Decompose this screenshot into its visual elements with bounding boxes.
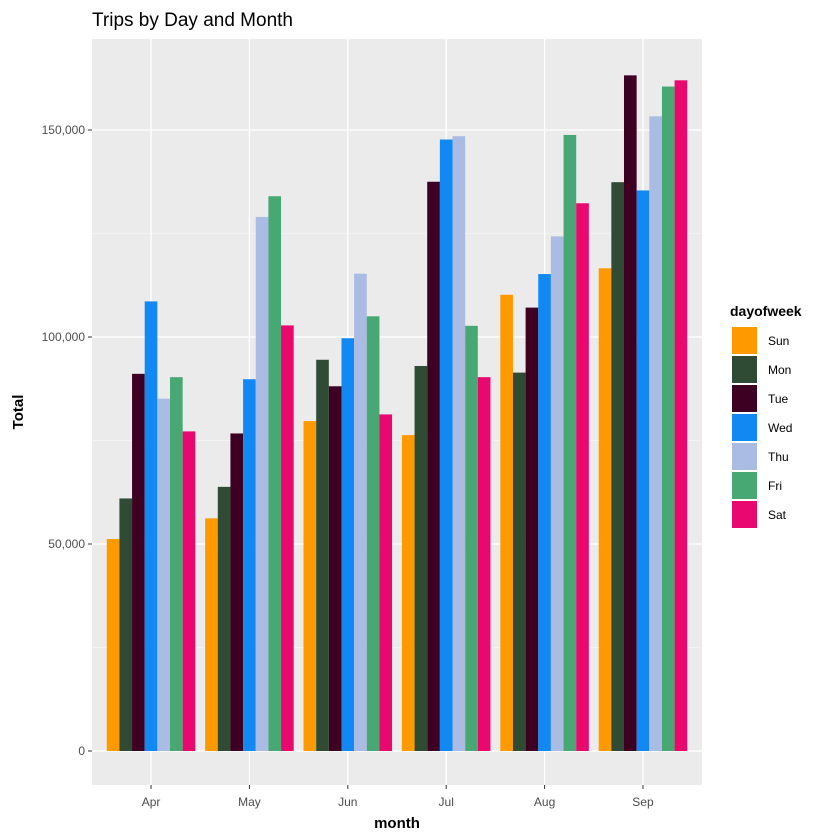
legend-label-thu: Thu <box>768 450 789 464</box>
y-axis: 0 50,000 100,000 150,000 <box>42 123 92 758</box>
bar-jul-mon <box>414 365 428 751</box>
bar-apr-tue <box>132 373 145 751</box>
bar-jun-fri <box>366 316 380 751</box>
bar-sep-fri <box>661 86 675 751</box>
y-tick-label: 150,000 <box>42 123 86 137</box>
bar-aug-sun <box>500 294 513 751</box>
bar-sep-sat <box>674 80 688 751</box>
legend-title: dayofweek <box>730 303 802 319</box>
bar-aug-thu <box>550 236 564 751</box>
legend-label-fri: Fri <box>768 479 782 493</box>
bar-apr-mon <box>119 498 133 751</box>
bar-jun-mon <box>316 359 329 751</box>
bar-jul-fri <box>465 325 478 751</box>
bar-apr-sat <box>182 431 196 751</box>
bar-jul-sun <box>401 435 415 751</box>
y-axis-title: Total <box>10 395 27 430</box>
bar-may-thu <box>255 216 269 751</box>
legend-key-sun <box>732 327 757 354</box>
legend-key-fri <box>732 472 757 499</box>
bar-apr-thu <box>157 398 171 751</box>
bar-may-sat <box>281 325 294 751</box>
bar-apr-wed <box>144 301 158 751</box>
bar-jul-wed <box>439 139 453 752</box>
legend-key-wed <box>732 414 757 441</box>
bar-jun-thu <box>354 273 367 751</box>
bar-jun-wed <box>341 338 355 751</box>
bar-aug-tue <box>525 307 539 751</box>
legend: dayofweek Sun Mon Tue Wed Thu Fri Sat <box>730 303 802 528</box>
legend-key-thu <box>732 443 757 470</box>
x-tick-label-aug: Aug <box>534 795 555 809</box>
y-tick-label: 50,000 <box>48 537 85 551</box>
bar-sep-sun <box>598 268 612 751</box>
legend-label-mon: Mon <box>768 363 791 377</box>
x-axis-title: month <box>374 815 420 832</box>
bar-jun-sun <box>303 421 317 751</box>
x-tick-label-jul: Jul <box>439 795 454 809</box>
bar-jun-tue <box>328 386 342 751</box>
bar-apr-fri <box>170 377 183 751</box>
bar-sep-mon <box>611 182 624 751</box>
y-tick-label: 0 <box>78 744 85 758</box>
bar-apr-sun <box>106 539 120 751</box>
x-tick-label-apr: Apr <box>142 795 161 809</box>
x-tick-label-may: May <box>238 795 261 809</box>
legend-label-sun: Sun <box>768 334 789 348</box>
bar-aug-sat <box>576 203 589 751</box>
chart-title: Trips by Day and Month <box>92 10 293 31</box>
y-tick-label: 100,000 <box>42 330 86 344</box>
bar-may-sun <box>205 518 218 751</box>
bar-jul-sat <box>477 377 491 751</box>
legend-label-sat: Sat <box>768 508 787 522</box>
legend-label-wed: Wed <box>768 421 792 435</box>
bar-sep-wed <box>636 190 650 752</box>
x-tick-label-sep: Sep <box>632 795 654 809</box>
x-axis: Apr May Jun Jul Aug Sep <box>142 785 654 809</box>
legend-key-tue <box>732 385 757 412</box>
bar-jul-tue <box>427 181 440 751</box>
bar-may-fri <box>268 196 282 752</box>
bar-aug-fri <box>563 134 577 751</box>
bar-aug-wed <box>538 274 551 751</box>
legend-key-mon <box>732 356 757 383</box>
bar-may-tue <box>230 433 244 751</box>
bar-sep-tue <box>623 75 637 752</box>
legend-label-tue: Tue <box>768 392 789 406</box>
bar-may-mon <box>217 486 231 751</box>
bar-jul-thu <box>452 136 466 751</box>
x-tick-label-jun: Jun <box>338 795 357 809</box>
legend-key-sat <box>732 501 757 528</box>
bar-may-wed <box>243 379 256 751</box>
bars <box>106 75 688 752</box>
bar-jun-sat <box>379 414 393 751</box>
bar-sep-thu <box>649 116 662 751</box>
bar-aug-mon <box>512 372 526 751</box>
